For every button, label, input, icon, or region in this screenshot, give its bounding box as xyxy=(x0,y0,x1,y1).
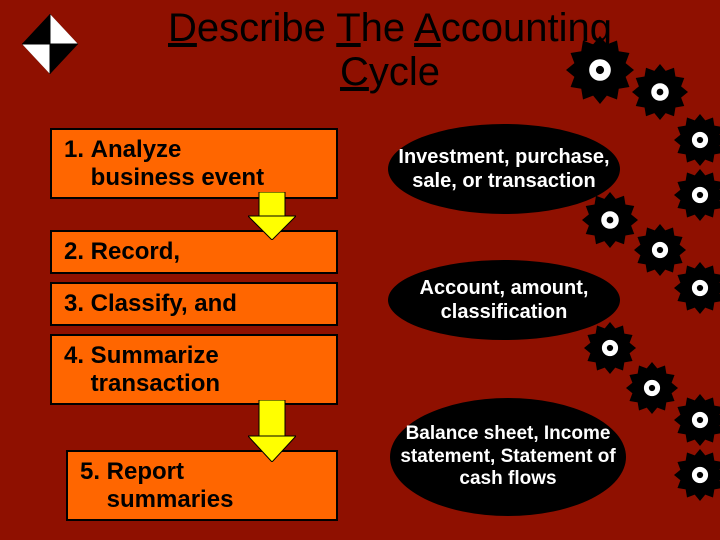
oval-1-text: Investment, purchase, sale, or transacti… xyxy=(398,145,610,193)
step-4-box: 4. Summarize transaction xyxy=(50,334,338,405)
logo-icon xyxy=(18,12,82,81)
gear-icon xyxy=(582,192,638,253)
oval-3-text: Balance sheet, Income statement, Stateme… xyxy=(400,423,616,491)
gear-icon xyxy=(566,36,634,109)
oval-2-text: Account, amount, classification xyxy=(398,276,610,324)
gear-icon xyxy=(674,394,720,451)
gear-icon xyxy=(674,169,720,226)
gear-icon xyxy=(626,362,678,419)
down-arrow xyxy=(248,192,296,245)
step-5-box: 5. Report summaries xyxy=(66,450,338,521)
oval-3: Balance sheet, Income statement, Stateme… xyxy=(390,398,626,516)
step-3-box: 3. Classify, and xyxy=(50,282,338,326)
down-arrow xyxy=(248,400,296,467)
step-1-box: 1. Analyze business event xyxy=(50,128,338,199)
oval-1: Investment, purchase, sale, or transacti… xyxy=(388,124,620,214)
gear-icon xyxy=(674,449,720,506)
gear-icon xyxy=(674,114,720,171)
gear-icon xyxy=(674,262,720,319)
oval-2: Account, amount, classification xyxy=(388,260,620,340)
